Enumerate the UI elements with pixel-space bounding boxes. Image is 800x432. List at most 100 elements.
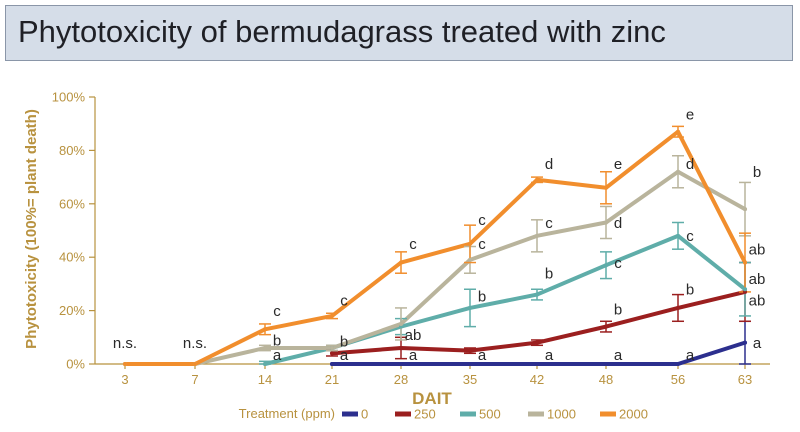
significance-letter: a — [614, 347, 623, 364]
significance-letter: b — [686, 282, 694, 299]
data-point-0 — [604, 362, 608, 366]
significance-letter: c — [409, 236, 417, 253]
significance-letter: n.s. — [183, 335, 207, 352]
data-point-1000 — [535, 233, 539, 238]
significance-letter: b — [478, 288, 486, 305]
series-line-2000 — [123, 129, 747, 366]
significance-letter: c — [614, 255, 622, 272]
significance-letter: c — [478, 212, 486, 229]
data-point-500 — [263, 362, 267, 366]
data-point-250 — [676, 305, 680, 310]
significance-letter: b — [545, 266, 553, 283]
significance-letter: c — [545, 215, 553, 232]
significance-letter: d — [545, 156, 553, 173]
significance-letter: c — [273, 303, 281, 320]
x-tick-label: 14 — [258, 372, 272, 387]
significance-letter: a — [340, 347, 349, 364]
x-tick-label: 3 — [121, 372, 128, 387]
x-tick-label: 56 — [671, 372, 685, 387]
data-point-0 — [743, 340, 747, 345]
significance-letter: ab — [749, 271, 766, 288]
data-point-1000 — [676, 169, 680, 174]
significance-letter: ab — [749, 242, 766, 259]
data-point-500 — [604, 263, 608, 268]
data-point-0 — [330, 362, 334, 366]
series-line-250 — [330, 289, 747, 356]
significance-letter: b — [614, 302, 622, 319]
x-tick-label: 28 — [394, 372, 408, 387]
series-line-1000 — [123, 169, 747, 366]
data-point-2000 — [676, 129, 680, 134]
data-point-500 — [743, 287, 747, 292]
y-tick-label: 0% — [66, 357, 85, 372]
data-point-2000 — [263, 327, 267, 332]
data-point-2000 — [123, 362, 127, 366]
data-point-2000 — [330, 313, 334, 318]
significance-letter: d — [614, 215, 622, 232]
legend-label-500: 500 — [479, 407, 501, 422]
significance-letter: c — [686, 228, 694, 245]
significance-letter: c — [478, 236, 486, 253]
data-point-2000 — [399, 260, 403, 265]
data-point-500 — [676, 233, 680, 238]
significance-letter: e — [614, 156, 622, 173]
data-point-0 — [399, 362, 403, 366]
data-point-250 — [330, 351, 334, 356]
data-point-0 — [468, 362, 472, 366]
data-point-500 — [468, 305, 472, 310]
significance-letter: d — [686, 156, 694, 173]
x-tick-label: 7 — [191, 372, 198, 387]
legend-title: Treatment (ppm) — [239, 406, 335, 421]
x-tick-label: 63 — [738, 372, 752, 387]
significance-letter: a — [545, 347, 554, 364]
x-tick-label: 21 — [325, 372, 339, 387]
significance-letter: b — [273, 332, 281, 349]
y-axis-title: Phytotoxicity (100%= plant death) — [23, 109, 40, 349]
y-tick-label: 40% — [59, 250, 85, 265]
data-point-1000 — [468, 257, 472, 262]
significance-letter: e — [686, 107, 694, 124]
y-tick-label: 80% — [59, 143, 85, 158]
data-point-250 — [604, 324, 608, 329]
legend-label-0: 0 — [361, 407, 368, 422]
data-point-2000 — [604, 185, 608, 190]
significance-letter: a — [686, 347, 695, 364]
data-point-250 — [468, 348, 472, 353]
x-axis-title: DAIT — [412, 389, 452, 408]
data-point-2000 — [743, 260, 747, 265]
significance-letter: a — [273, 347, 282, 364]
data-point-2000 — [193, 362, 197, 366]
significance-letter: b — [753, 164, 761, 181]
legend-label-2000: 2000 — [619, 407, 648, 422]
data-point-1000 — [604, 220, 608, 225]
significance-letter: a — [478, 347, 487, 364]
data-point-0 — [535, 362, 539, 366]
significance-letter: a — [409, 347, 418, 364]
data-point-1000 — [263, 345, 267, 350]
x-tick-label: 42 — [530, 372, 544, 387]
x-tick-label: 48 — [599, 372, 613, 387]
data-point-1000 — [330, 345, 334, 350]
legend-label-250: 250 — [414, 407, 436, 422]
y-tick-label: 60% — [59, 196, 85, 211]
legend-label-1000: 1000 — [547, 407, 576, 422]
data-point-1000 — [743, 207, 747, 212]
chart-title: Phytotoxicity of bermudagrass treated wi… — [18, 14, 666, 49]
data-point-2000 — [535, 177, 539, 182]
x-tick-label: 35 — [463, 372, 477, 387]
significance-letter: a — [753, 335, 762, 352]
significance-letter: b — [340, 334, 348, 351]
data-point-250 — [399, 345, 403, 350]
y-tick-label: 100% — [52, 90, 86, 105]
title-bar: Phytotoxicity of bermudagrass treated wi… — [5, 5, 793, 61]
data-point-250 — [535, 340, 539, 345]
significance-letter: ab — [405, 327, 422, 344]
significance-letter: c — [340, 292, 348, 309]
y-tick-label: 20% — [59, 303, 85, 318]
data-point-2000 — [468, 241, 472, 246]
significance-letter: n.s. — [113, 335, 137, 352]
data-point-500 — [535, 292, 539, 297]
data-point-0 — [676, 362, 680, 366]
significance-letter: ab — [749, 292, 766, 309]
